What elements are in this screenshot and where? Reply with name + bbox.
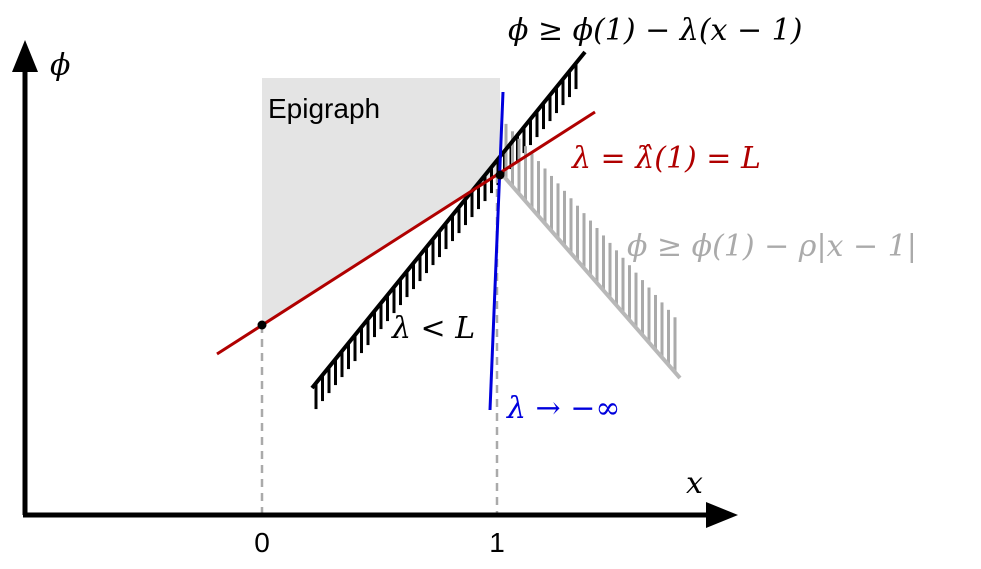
x-tick-label: 0 xyxy=(254,527,270,558)
black-line-label: λ < L xyxy=(391,311,475,346)
x-tick-label: 1 xyxy=(489,527,505,558)
gray-line xyxy=(498,170,682,380)
gray-constraint-label: ϕ ≥ ϕ(1) − ρ|x − 1| xyxy=(627,229,917,264)
x-axis-label: x xyxy=(686,466,703,501)
blue-line xyxy=(488,91,505,411)
point xyxy=(257,320,267,330)
y-axis-label: ϕ xyxy=(50,48,70,83)
y-arrow xyxy=(12,40,38,72)
red-line xyxy=(216,110,596,356)
epigraph-region xyxy=(262,78,500,325)
black-line xyxy=(310,50,587,390)
hatching xyxy=(314,63,677,410)
constraint-label: ϕ ≥ ϕ(1) − λ(x − 1) xyxy=(508,13,802,48)
red-line-label: λ = λ̂(1) = L xyxy=(571,141,761,176)
point xyxy=(495,170,505,180)
x-arrow xyxy=(706,502,738,528)
blue-line-label: λ → −∞ xyxy=(506,391,620,426)
region-label: Epigraph xyxy=(268,93,380,124)
